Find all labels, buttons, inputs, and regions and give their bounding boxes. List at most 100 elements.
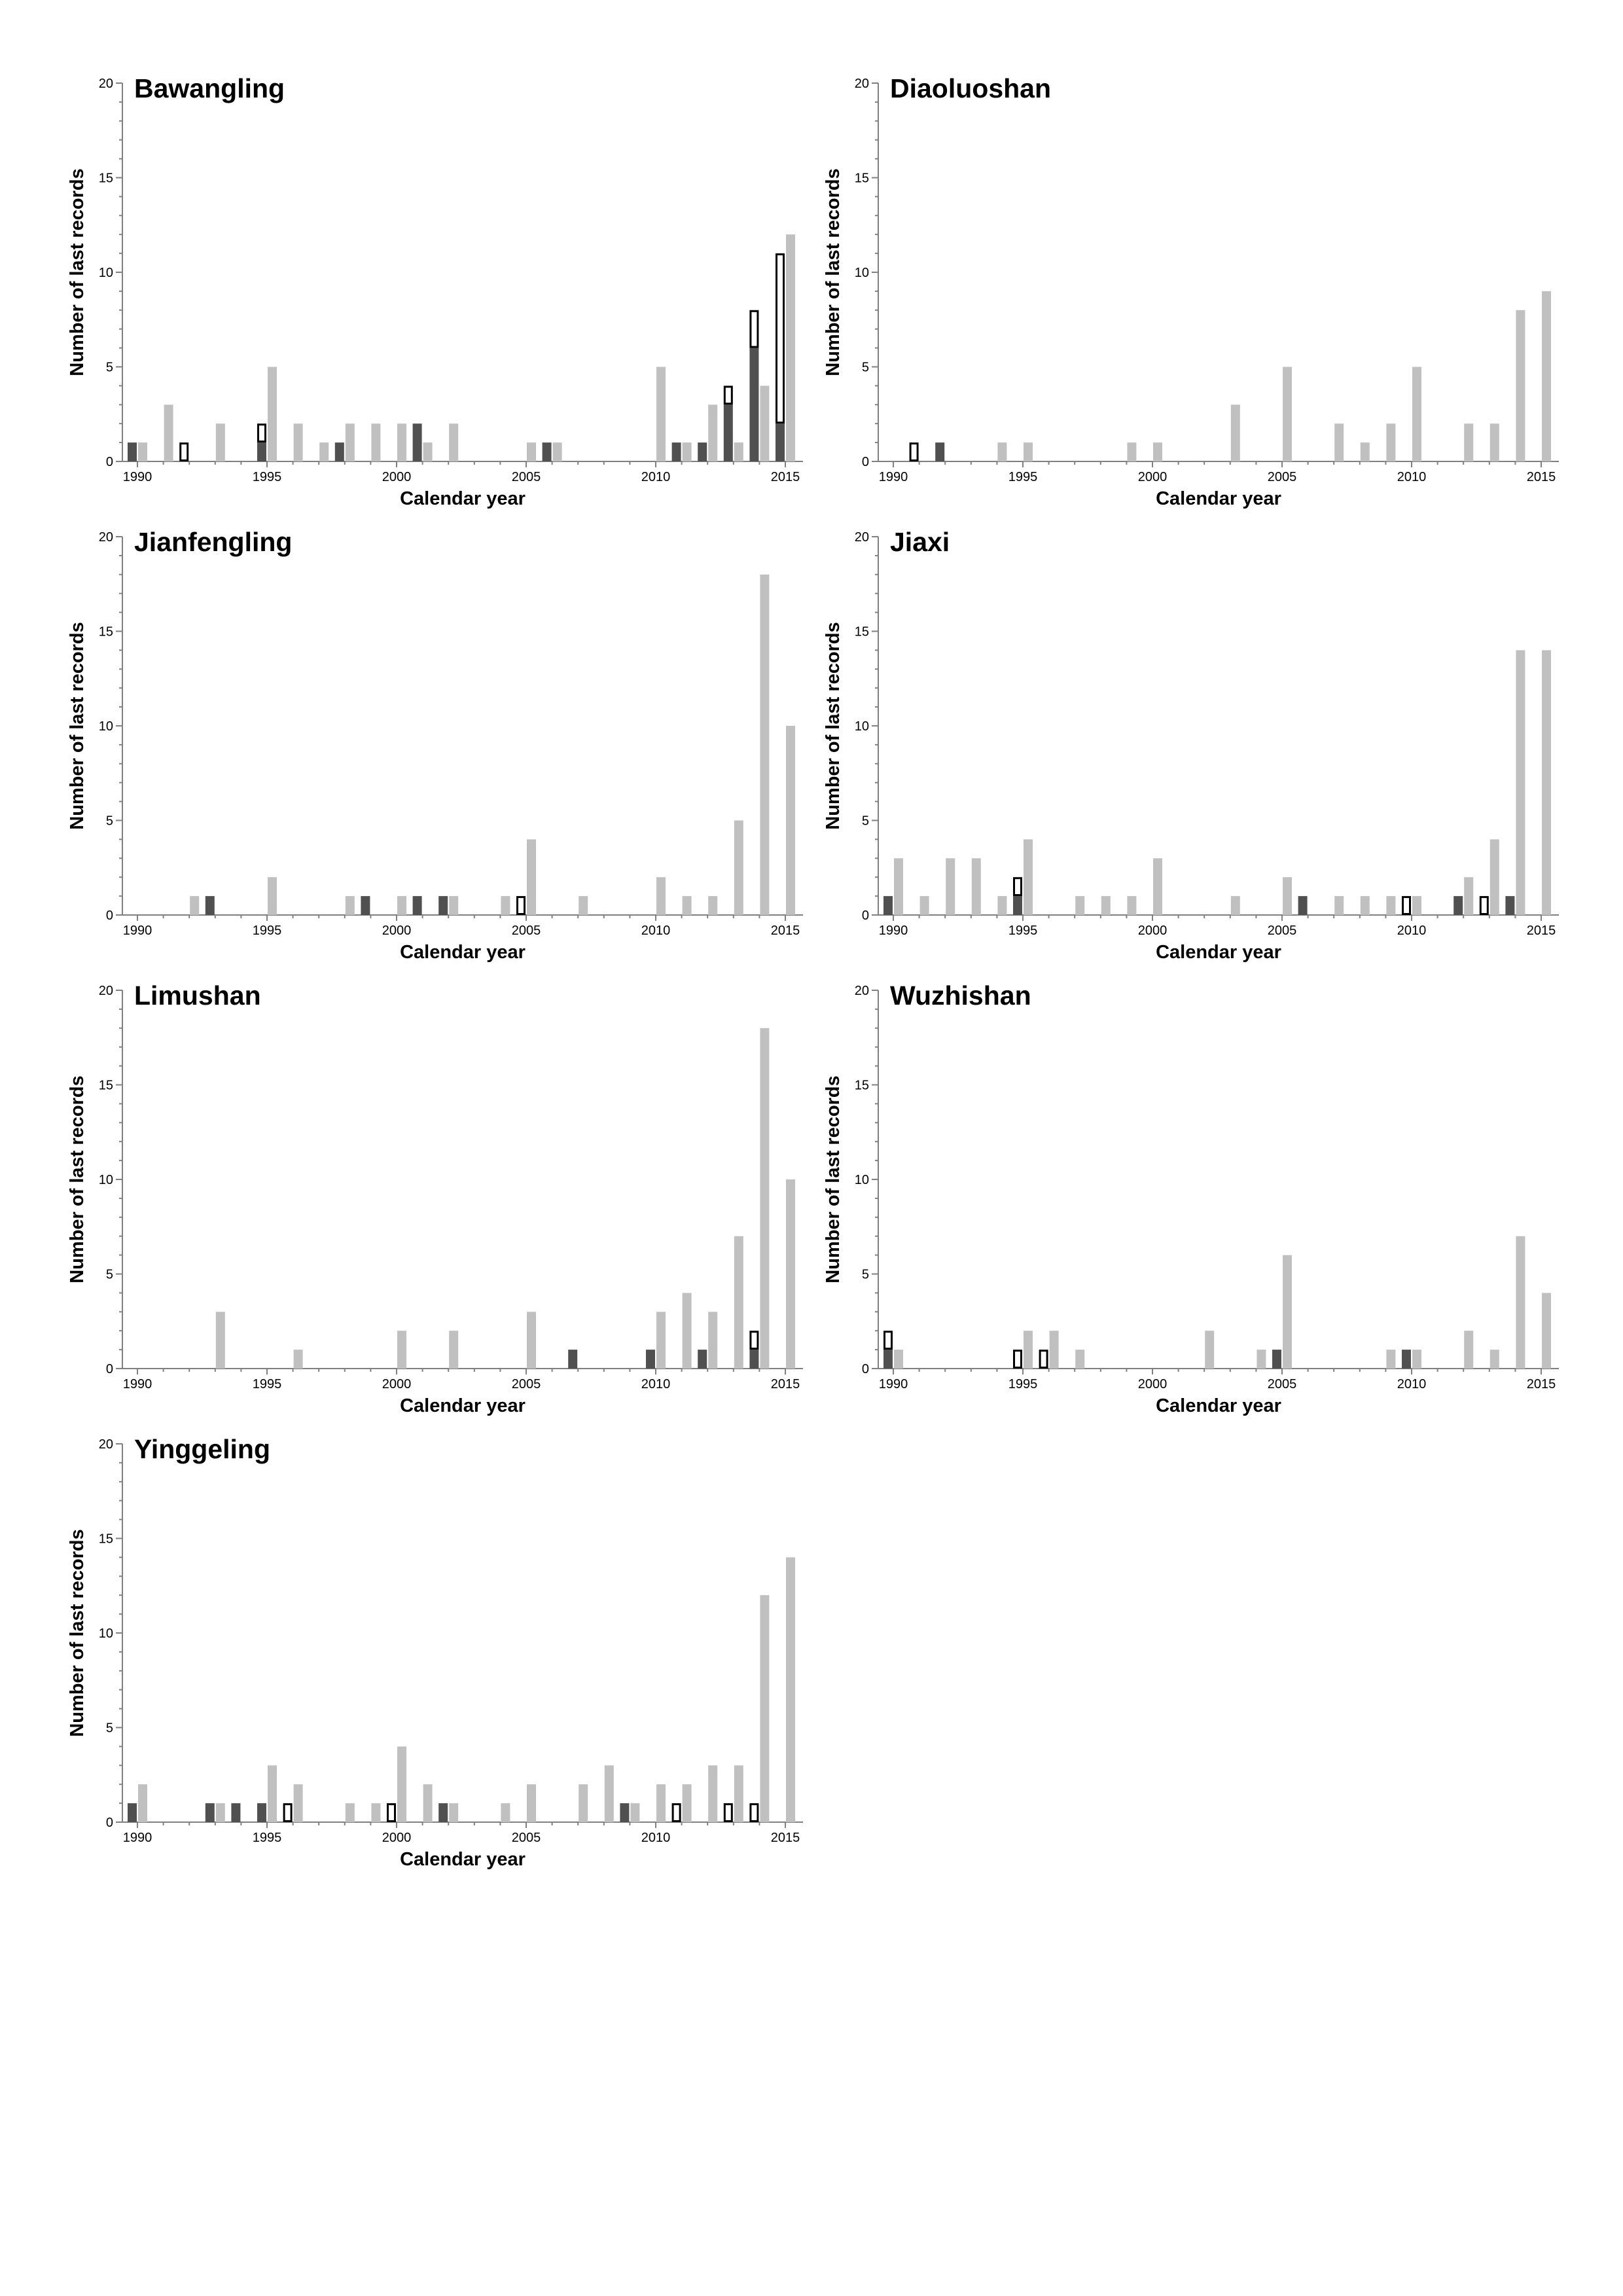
bar-light bbox=[1205, 1331, 1215, 1369]
bar-light bbox=[682, 442, 692, 461]
bar-dark bbox=[1402, 1350, 1411, 1369]
bar-light bbox=[997, 896, 1007, 915]
x-tick-label: 2015 bbox=[771, 924, 800, 938]
bar-light bbox=[760, 386, 770, 461]
bar-light bbox=[527, 1784, 536, 1822]
bar-light bbox=[1024, 839, 1033, 915]
bar-light bbox=[786, 1179, 795, 1369]
x-axis-label: Calendar year bbox=[400, 942, 526, 963]
bar-light bbox=[656, 367, 666, 461]
y-tick-label: 0 bbox=[106, 1816, 113, 1830]
bar-dark bbox=[438, 896, 448, 915]
bar-light bbox=[1024, 1331, 1033, 1369]
bar-dark bbox=[698, 442, 707, 461]
bar-light bbox=[1464, 423, 1474, 461]
bar-open bbox=[1013, 877, 1022, 897]
bar-open bbox=[179, 442, 189, 461]
bar-light bbox=[760, 1595, 770, 1822]
bar-light bbox=[1489, 1350, 1499, 1369]
y-tick-label: 5 bbox=[106, 1721, 113, 1736]
bar-light bbox=[708, 404, 718, 461]
x-tick-label: 2015 bbox=[1527, 924, 1556, 938]
x-tick-label: 1990 bbox=[123, 470, 152, 484]
bar-light bbox=[1127, 442, 1137, 461]
bar-light bbox=[397, 896, 406, 915]
bar-light bbox=[501, 1803, 510, 1822]
bar-open bbox=[883, 1331, 893, 1350]
bar-open bbox=[749, 1331, 759, 1350]
x-tick-label: 2010 bbox=[641, 1377, 671, 1391]
bar-dark bbox=[412, 423, 422, 461]
x-tick-label: 2000 bbox=[1138, 1377, 1168, 1391]
bar-light bbox=[919, 896, 929, 915]
bar-light bbox=[527, 1312, 536, 1369]
x-tick-label: 1995 bbox=[1008, 924, 1038, 938]
y-tick-label: 15 bbox=[99, 1532, 113, 1547]
x-tick-label: 2015 bbox=[1527, 1377, 1556, 1391]
bar-light bbox=[345, 896, 355, 915]
bar-dark bbox=[568, 1350, 578, 1369]
bar-open bbox=[257, 423, 266, 443]
x-tick-label: 1990 bbox=[879, 470, 908, 484]
bar-light bbox=[682, 1784, 692, 1822]
bar-light bbox=[449, 1803, 459, 1822]
x-tick-label: 2000 bbox=[382, 924, 412, 938]
x-axis-label: Calendar year bbox=[400, 1395, 526, 1416]
bar-dark bbox=[257, 442, 266, 461]
bar-light bbox=[1464, 877, 1474, 915]
x-axis-label: Calendar year bbox=[1156, 488, 1281, 509]
panel-title: Jiaxi bbox=[890, 527, 950, 557]
y-tick-label: 10 bbox=[99, 719, 113, 734]
y-axis-label: Number of last records bbox=[823, 1075, 844, 1283]
bar-light bbox=[1283, 1255, 1292, 1369]
x-tick-label: 2015 bbox=[1527, 470, 1556, 484]
bar-light bbox=[579, 1784, 588, 1822]
x-tick-label: 2010 bbox=[1397, 924, 1427, 938]
bar-light bbox=[579, 896, 588, 915]
y-tick-label: 5 bbox=[106, 1268, 113, 1282]
bar-light bbox=[1334, 896, 1344, 915]
bar-light bbox=[734, 1236, 743, 1369]
bar-dark bbox=[749, 1350, 759, 1369]
bar-dark bbox=[412, 896, 422, 915]
bar-light bbox=[1075, 1350, 1085, 1369]
bar-light bbox=[1127, 896, 1137, 915]
bar-light bbox=[552, 442, 562, 461]
bar-light bbox=[371, 423, 381, 461]
y-tick-label: 0 bbox=[862, 908, 869, 923]
bar-dark bbox=[1272, 1350, 1281, 1369]
bar-light bbox=[786, 234, 795, 461]
y-tick-label: 15 bbox=[99, 171, 113, 186]
x-tick-label: 2005 bbox=[1268, 1377, 1297, 1391]
y-tick-label: 15 bbox=[855, 171, 869, 186]
bar-light bbox=[1489, 423, 1499, 461]
bar-light bbox=[1542, 650, 1551, 915]
bar-light bbox=[423, 1784, 433, 1822]
y-tick-label: 5 bbox=[106, 814, 113, 829]
bar-light bbox=[971, 858, 981, 915]
y-tick-label: 15 bbox=[99, 1079, 113, 1093]
bar-dark bbox=[646, 1350, 655, 1369]
bar-light bbox=[1516, 310, 1525, 461]
bar-light bbox=[268, 367, 277, 461]
bar-open bbox=[909, 442, 919, 461]
bar-light bbox=[1283, 877, 1292, 915]
y-tick-label: 10 bbox=[855, 266, 869, 280]
x-tick-label: 2010 bbox=[641, 1831, 671, 1845]
y-tick-label: 10 bbox=[99, 1626, 113, 1641]
bar-light bbox=[371, 1803, 381, 1822]
bar-dark bbox=[128, 1803, 137, 1822]
bar-light bbox=[527, 442, 536, 461]
y-tick-label: 20 bbox=[99, 530, 113, 545]
x-axis-label: Calendar year bbox=[1156, 942, 1281, 963]
bar-light bbox=[1489, 839, 1499, 915]
y-tick-label: 10 bbox=[99, 266, 113, 280]
bar-dark bbox=[361, 896, 370, 915]
bar-light bbox=[1412, 1350, 1421, 1369]
y-tick-label: 5 bbox=[106, 361, 113, 375]
x-tick-label: 1995 bbox=[253, 470, 282, 484]
y-tick-label: 20 bbox=[99, 984, 113, 998]
bar-light bbox=[1230, 896, 1240, 915]
x-tick-label: 2000 bbox=[382, 1377, 412, 1391]
bar-light bbox=[1024, 442, 1033, 461]
